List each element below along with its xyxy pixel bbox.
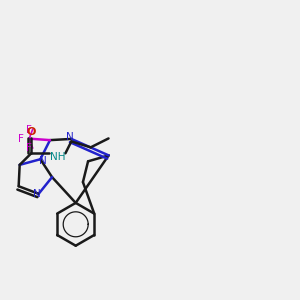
Text: N: N (33, 189, 41, 199)
Text: F: F (26, 125, 32, 135)
Text: F: F (18, 134, 24, 144)
Text: O: O (27, 127, 36, 137)
Text: N: N (39, 156, 47, 166)
Text: N: N (66, 132, 74, 142)
Text: NH: NH (50, 152, 66, 162)
Text: F: F (26, 142, 32, 153)
